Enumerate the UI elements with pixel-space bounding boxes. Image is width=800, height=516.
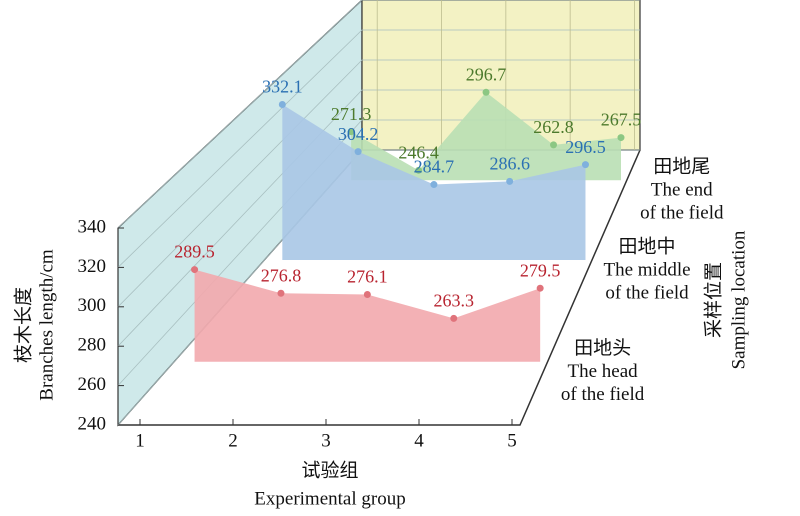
value-label: 304.2 [338, 124, 379, 144]
x-tick-label: 3 [321, 430, 331, 451]
value-label: 332.1 [262, 77, 303, 97]
y-tick-label: 320 [78, 256, 107, 277]
legend-label: The head [568, 361, 639, 382]
value-label: 267.5 [601, 110, 642, 130]
area [351, 92, 621, 181]
value-label: 286.6 [489, 153, 530, 173]
grid-line [117, 59, 640, 308]
point [354, 148, 362, 156]
grid-line [117, 0, 640, 229]
point [581, 161, 589, 169]
value-label: 246.4 [398, 142, 439, 162]
y-label: Branches length/cm [36, 249, 57, 401]
legend-label: The middle [603, 259, 690, 280]
floor-edge [118, 149, 641, 426]
legend-label: 田地中 [618, 235, 675, 257]
legend-label: of the field [605, 282, 689, 303]
y-label: 枝木长度 [12, 287, 34, 363]
point [363, 291, 371, 299]
grid-line [117, 89, 640, 347]
point [191, 266, 199, 274]
value-label: 296.5 [565, 137, 606, 157]
value-label: 289.5 [174, 242, 215, 262]
value-label: 271.3 [331, 104, 372, 124]
legend-label: 田地头 [574, 337, 631, 359]
z-label: 采样位置 [702, 262, 724, 338]
point [430, 181, 438, 189]
value-label: 276.8 [261, 265, 302, 285]
y-tick-label: 260 [78, 374, 107, 395]
z-label: Sampling location [728, 230, 749, 369]
legend-label: of the field [640, 203, 724, 224]
x-tick-label: 5 [507, 430, 517, 451]
legend-label: 田地尾 [653, 156, 710, 178]
value-label: 276.1 [347, 267, 388, 287]
y-tick-label: 340 [78, 216, 107, 237]
x-label: Experimental group [254, 488, 405, 509]
point [482, 88, 490, 96]
point [277, 289, 285, 297]
value-label: 284.7 [414, 157, 455, 177]
point [550, 141, 558, 149]
y-tick-label: 240 [78, 413, 107, 434]
value-label: 263.3 [434, 290, 475, 310]
point [450, 314, 458, 322]
legend-label: The end [651, 180, 713, 201]
value-label: 296.7 [466, 64, 507, 84]
y-tick-label: 300 [78, 295, 107, 316]
x-tick-label: 4 [414, 430, 424, 451]
area [194, 269, 541, 362]
point [415, 166, 423, 174]
legend-label: of the field [561, 384, 645, 405]
value-label: 262.8 [533, 117, 574, 137]
area [282, 104, 586, 260]
plot: 271.3 246.4 296.7 262.8 267.5 332.1 304.2 284.7… [174, 64, 642, 362]
x-tick-label: 1 [135, 430, 145, 451]
y-tick-label: 280 [78, 335, 107, 356]
point [536, 284, 544, 292]
point [506, 177, 514, 185]
x-label: 试验组 [301, 459, 358, 481]
point [278, 101, 286, 109]
grid-line [117, 29, 640, 268]
point [347, 128, 355, 136]
x-tick-label: 2 [228, 430, 238, 451]
value-label: 279.5 [520, 260, 561, 280]
point [617, 134, 625, 142]
